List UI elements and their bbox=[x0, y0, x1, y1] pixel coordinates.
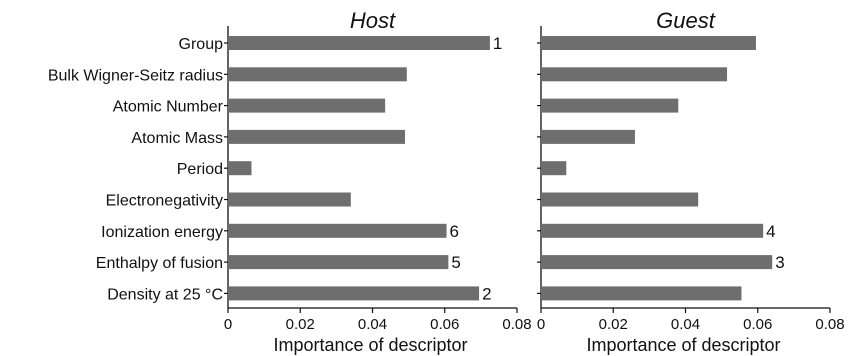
bar-host-6 bbox=[228, 223, 447, 238]
category-label: Ionization energy bbox=[101, 224, 223, 241]
x-tick-label: 0 bbox=[537, 316, 545, 333]
x-tick-label: 0.08 bbox=[815, 316, 844, 333]
rank-label: 4 bbox=[766, 222, 775, 241]
category-label: Period bbox=[177, 161, 223, 178]
category-label: Atomic Number bbox=[113, 99, 224, 116]
panel-host: Host 0 0.02 0.04 0.06 0.08 Importance of descr… bbox=[224, 8, 532, 355]
x-axis-label: Importance of descriptor bbox=[273, 335, 467, 355]
panel-title: Host bbox=[350, 8, 396, 33]
bar-host-8 bbox=[228, 286, 480, 301]
x-tick-label: 0.06 bbox=[430, 316, 459, 333]
rank-label: 1 bbox=[493, 34, 502, 53]
bar-host-3 bbox=[228, 129, 406, 144]
category-label: Atomic Mass bbox=[131, 130, 223, 147]
bar-guest-4 bbox=[541, 161, 567, 176]
x-tick-label: 0.04 bbox=[671, 316, 700, 333]
bar-host-1 bbox=[228, 67, 407, 82]
bar-guest-3 bbox=[541, 129, 635, 144]
bar-host-0 bbox=[228, 36, 490, 50]
x-tick-label: 0.04 bbox=[358, 316, 387, 333]
rank-label: 6 bbox=[450, 222, 459, 241]
bar-guest-0 bbox=[541, 36, 756, 50]
bar-host-5 bbox=[228, 192, 351, 207]
category-label: Group bbox=[179, 36, 224, 53]
bar-host-7 bbox=[228, 255, 449, 270]
category-label: Enthalpy of fusion bbox=[96, 255, 223, 272]
bar-guest-6 bbox=[541, 223, 764, 238]
bar-guest-1 bbox=[541, 67, 728, 82]
category-label: Density at 25 °C bbox=[107, 286, 223, 303]
panel-title: Guest bbox=[656, 8, 716, 33]
x-tick-label: 0 bbox=[224, 316, 232, 333]
category-label: Bulk Wigner-Seitz radius bbox=[48, 67, 223, 84]
category-label: Electronegativity bbox=[106, 193, 223, 210]
bar-guest-2 bbox=[541, 98, 679, 113]
rank-label: 2 bbox=[482, 284, 491, 303]
x-axis-label: Importance of descriptor bbox=[586, 335, 780, 355]
x-tick-label: 0.02 bbox=[286, 316, 315, 333]
bar-host-4 bbox=[228, 161, 252, 176]
bar-guest-7 bbox=[541, 255, 773, 270]
x-tick-label: 0.06 bbox=[743, 316, 772, 333]
panel-guest: Guest 0 0.02 0.04 0.06 0.08 Importance of desc… bbox=[537, 8, 845, 355]
bar-guest-8 bbox=[541, 286, 742, 301]
rank-label: 5 bbox=[451, 253, 460, 272]
x-tick-label: 0.08 bbox=[502, 316, 531, 333]
bar-host-2 bbox=[228, 98, 386, 113]
bar-guest-5 bbox=[541, 192, 699, 207]
rank-label: 3 bbox=[775, 253, 784, 272]
x-tick-label: 0.02 bbox=[599, 316, 628, 333]
